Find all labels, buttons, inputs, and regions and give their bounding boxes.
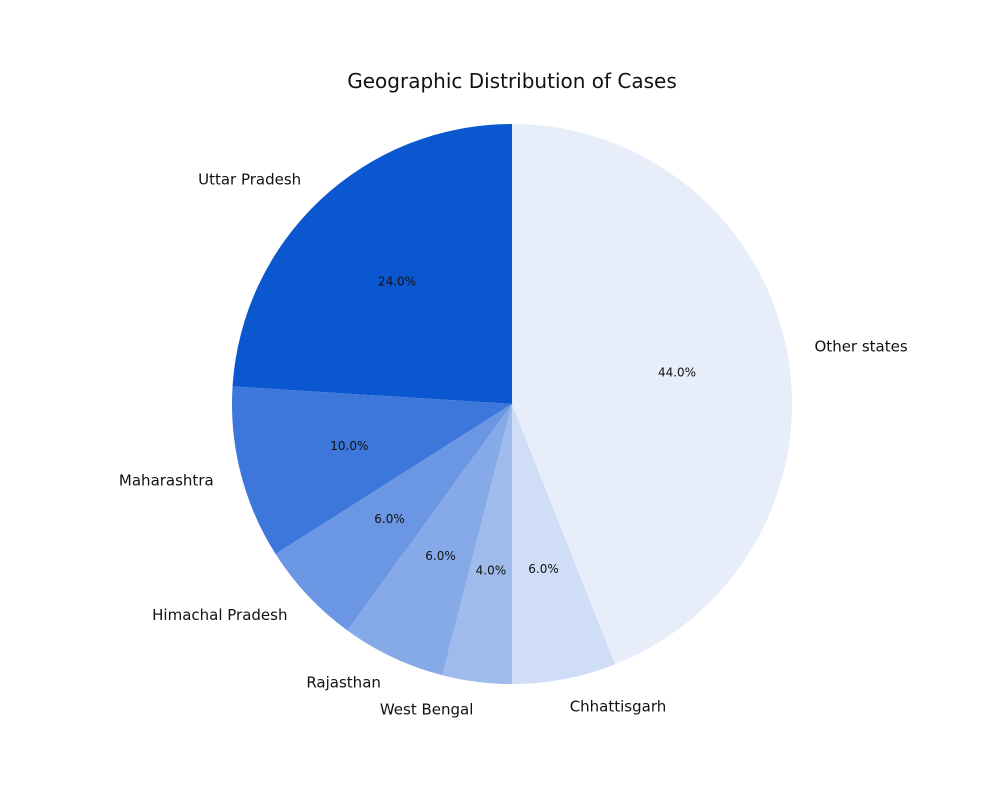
slice-label-west-bengal: West Bengal [380,701,474,719]
pct-label-chhattisgarh: 6.0% [528,562,559,576]
pct-label-uttar-pradesh: 24.0% [378,275,416,289]
pie-slice-other-states [512,124,793,665]
pie-slice-uttar-pradesh [232,124,513,404]
pct-label-himachal-pradesh: 6.0% [374,512,405,526]
pct-label-other-states: 44.0% [658,366,696,380]
slice-label-chhattisgarh: Chhattisgarh [570,698,667,716]
pie-slice-rajasthan [347,404,512,676]
slice-label-himachal-pradesh: Himachal Pradesh [152,606,287,624]
pie-slice-west-bengal [442,404,512,684]
chart-title: Geographic Distribution of Cases [347,69,677,93]
slice-label-rajasthan: Rajasthan [306,674,381,692]
pie-slice-maharashtra [231,386,512,555]
pie-slice-himachal-pradesh [275,404,512,631]
pct-label-maharashtra: 10.0% [330,439,368,453]
slice-label-other-states: Other states [815,337,908,355]
pie-labels: 24.0% Uttar Pradesh 10.0% Maharashtra 6.0% Hi… [119,171,908,719]
pct-label-west-bengal: 4.0% [476,564,507,578]
pct-label-rajasthan: 6.0% [425,549,456,563]
slice-label-uttar-pradesh: Uttar Pradesh [198,171,301,189]
slice-label-maharashtra: Maharashtra [119,472,214,490]
pie-slice-chhattisgarh [512,404,616,684]
pie-slices [231,124,793,684]
